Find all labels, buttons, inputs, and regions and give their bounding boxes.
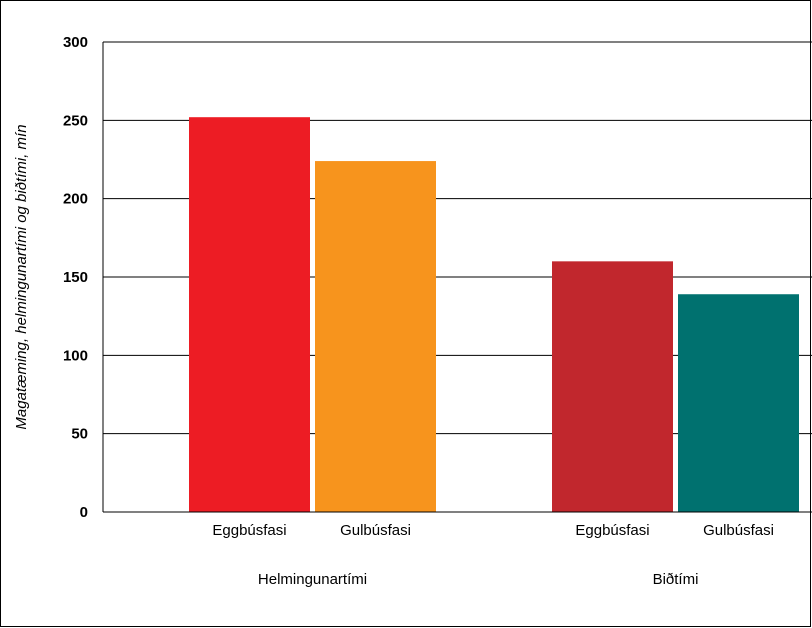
x-tick-label: Gulbúsfasi — [340, 522, 411, 539]
x-tick-label: Gulbúsfasi — [703, 522, 774, 539]
bar-1-1 — [678, 294, 799, 512]
bar-0-1 — [315, 161, 436, 513]
y-tick-label: 250 — [63, 112, 88, 129]
group-label: Helmingunartími — [258, 571, 367, 588]
y-tick-label: 50 — [71, 426, 88, 443]
x-tick-label: Eggbúsfasi — [575, 522, 649, 539]
y-tick-label: 150 — [63, 269, 88, 286]
x-tick-label: Eggbúsfasi — [212, 522, 286, 539]
y-tick-label: 300 — [63, 34, 88, 51]
y-tick-label: 100 — [63, 347, 88, 364]
bar-1-0 — [552, 261, 673, 512]
y-tick-label: 200 — [63, 191, 88, 208]
group-label: Biðtími — [653, 571, 699, 588]
bar-0-0 — [189, 117, 310, 512]
y-axis-label: Magatæming, helmingunartími og biðtími, … — [13, 124, 30, 429]
axes — [102, 42, 812, 513]
bars — [189, 117, 799, 513]
labels: 0 50 100 150 200 250 300 Eggbúsfasi Gulbúsfasi He… — [63, 34, 774, 588]
y-tick-label: 0 — [80, 504, 88, 521]
